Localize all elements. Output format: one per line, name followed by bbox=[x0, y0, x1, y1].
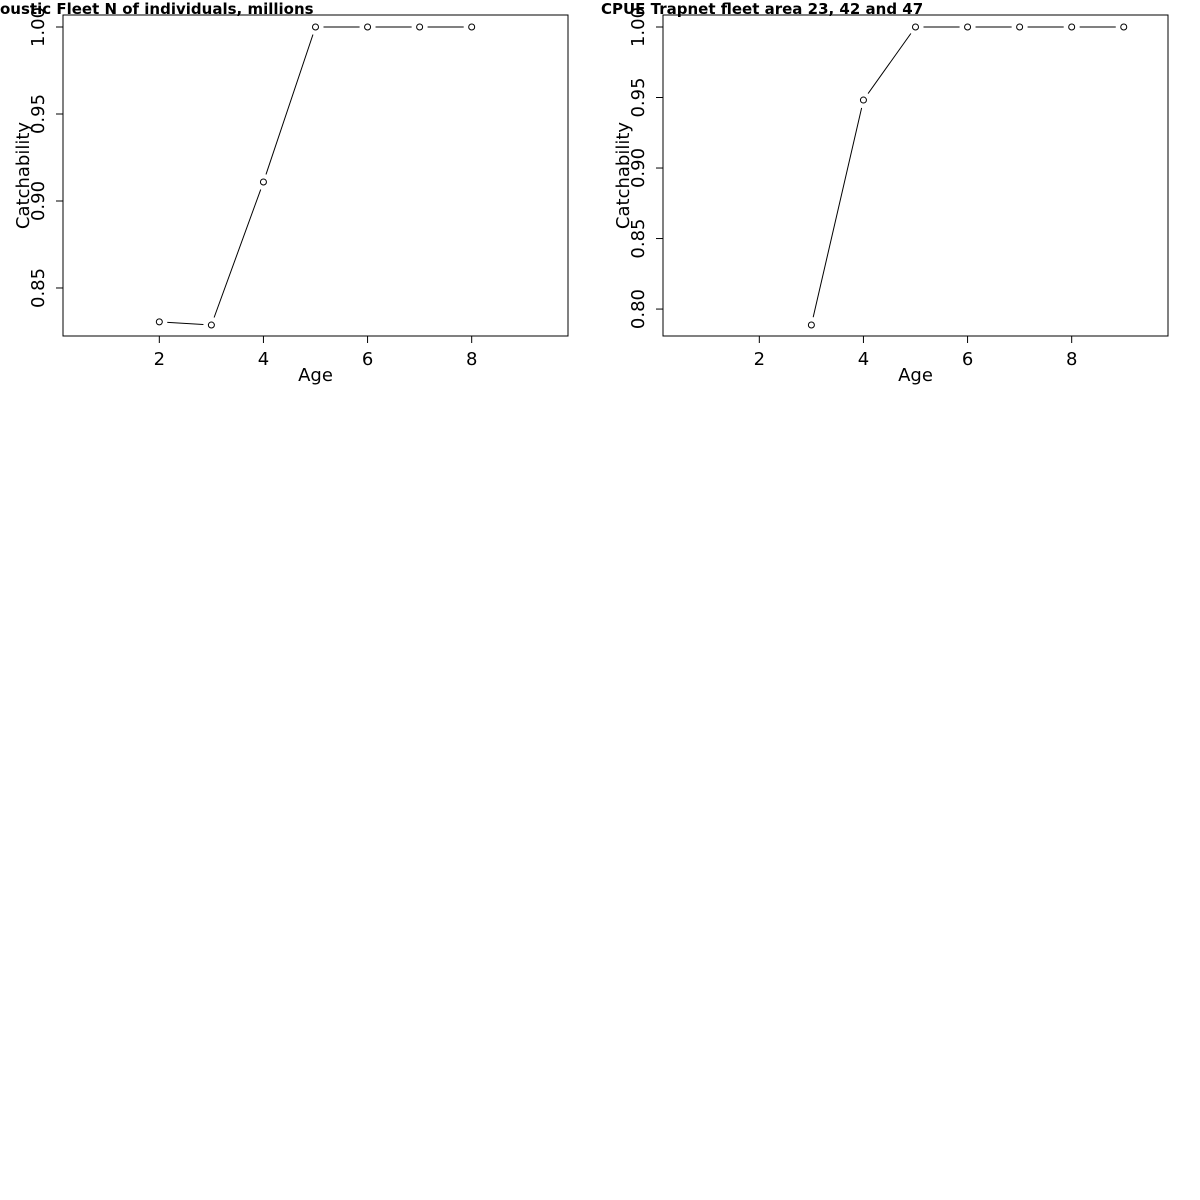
point bbox=[964, 23, 972, 31]
y-tick-label: 0.95 bbox=[28, 94, 49, 134]
x-axis-label: Age bbox=[898, 365, 933, 386]
point bbox=[312, 23, 319, 31]
y-axis-label: Catchability bbox=[13, 122, 34, 229]
y-tick-label: 0.80 bbox=[628, 289, 649, 329]
point bbox=[859, 96, 867, 104]
y-tick-label: 0.90 bbox=[628, 148, 649, 188]
point bbox=[1120, 23, 1128, 31]
y-tick-label: 0.95 bbox=[628, 77, 649, 117]
point bbox=[1016, 23, 1024, 31]
series-line bbox=[159, 26, 472, 326]
y-tick-label: 0.85 bbox=[628, 219, 649, 259]
y-tick-label: 0.90 bbox=[28, 181, 49, 221]
plot-box bbox=[662, 14, 1169, 337]
point bbox=[259, 178, 267, 186]
point bbox=[416, 23, 424, 31]
x-tick-label: 4 bbox=[258, 349, 269, 370]
x-tick-label: 6 bbox=[362, 349, 373, 370]
point bbox=[155, 318, 163, 326]
point bbox=[468, 23, 476, 31]
point bbox=[207, 321, 215, 329]
y-tick-label: 1.00 bbox=[628, 7, 649, 47]
x-tick-label: 6 bbox=[962, 349, 973, 370]
chart-title: oustic Fleet N of individuals, millions bbox=[0, 0, 314, 18]
chart-title: CPUE Trapnet fleet area 23, 42 and 47 bbox=[601, 0, 923, 18]
series-line bbox=[810, 26, 1124, 326]
x-tick-label: 8 bbox=[1066, 349, 1077, 370]
y-tick-label: 1.00 bbox=[28, 7, 49, 47]
x-tick-label: 4 bbox=[858, 349, 869, 370]
x-axis-label: Age bbox=[298, 365, 333, 386]
point bbox=[912, 23, 919, 31]
x-tick-label: 8 bbox=[466, 349, 477, 370]
y-axis-label: Catchability bbox=[613, 122, 634, 229]
plot-box bbox=[62, 14, 569, 337]
y-tick-label: 0.85 bbox=[28, 268, 49, 308]
point bbox=[364, 23, 372, 31]
x-tick-label: 2 bbox=[154, 349, 165, 370]
point bbox=[1068, 23, 1076, 31]
point bbox=[807, 321, 815, 329]
x-tick-label: 2 bbox=[754, 349, 765, 370]
